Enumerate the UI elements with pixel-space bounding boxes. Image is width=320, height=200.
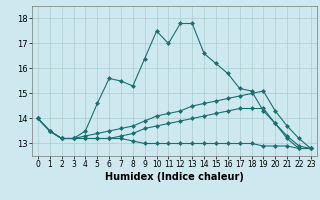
X-axis label: Humidex (Indice chaleur): Humidex (Indice chaleur) xyxy=(105,172,244,182)
